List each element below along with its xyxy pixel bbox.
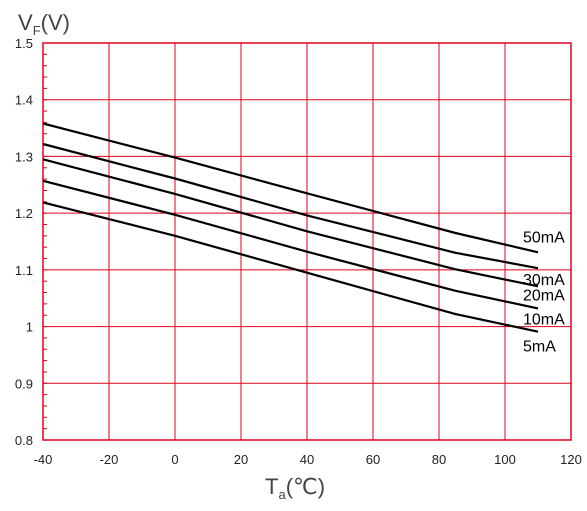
x-axis-label: Ta(℃) — [265, 474, 325, 502]
grid-lines — [42, 42, 572, 441]
series-line-10mA — [42, 179, 539, 310]
x-tick-label: 0 — [171, 452, 178, 467]
series-lines — [42, 122, 539, 333]
y-axis-label-main: V — [18, 10, 33, 35]
y-axis-label-unit: (V) — [41, 10, 70, 35]
y-tick-label: 1.2 — [15, 206, 33, 221]
series-label-20mA: 20mA — [523, 287, 565, 304]
x-axis-label-unit: (℃) — [286, 474, 325, 499]
y-axis-label-sub: F — [33, 23, 41, 38]
series-label-30mA: 30mA — [523, 272, 565, 289]
x-tick-label: 120 — [560, 452, 582, 467]
x-axis-label-sub: a — [278, 487, 286, 502]
y-tick-label: 1.5 — [15, 36, 33, 51]
x-tick-label: 60 — [366, 452, 380, 467]
x-tick-label: 100 — [494, 452, 516, 467]
y-tick-label: 1.1 — [15, 263, 33, 278]
y-tick-labels: 0.8 0.9 1 1.1 1.2 1.3 1.4 1.5 — [15, 36, 33, 448]
y-tick-label: 0.8 — [15, 433, 33, 448]
y-minor-ticks — [43, 42, 47, 441]
y-tick-label: 1.4 — [15, 93, 33, 108]
x-tick-label: 40 — [300, 452, 314, 467]
x-tick-labels: -40 -20 0 20 40 60 80 100 120 — [34, 452, 582, 467]
x-tick-label: -20 — [100, 452, 119, 467]
x-tick-label: -40 — [34, 452, 53, 467]
y-tick-label: 1 — [26, 320, 33, 335]
series-line-30mA — [42, 142, 539, 270]
series-label-10mA: 10mA — [523, 311, 565, 328]
x-tick-label: 80 — [432, 452, 446, 467]
series-label-5mA: 5mA — [523, 339, 556, 356]
y-axis-label: VF(V) — [18, 10, 70, 38]
series-line-20mA — [42, 158, 539, 288]
x-axis-label-main: T — [265, 474, 278, 499]
series-label-50mA: 50mA — [523, 229, 565, 246]
x-tick-label: 20 — [234, 452, 248, 467]
series-line-5mA — [42, 201, 539, 333]
series-line-50mA — [42, 122, 539, 254]
y-tick-label: 1.3 — [15, 149, 33, 164]
y-tick-label: 0.9 — [15, 376, 33, 391]
